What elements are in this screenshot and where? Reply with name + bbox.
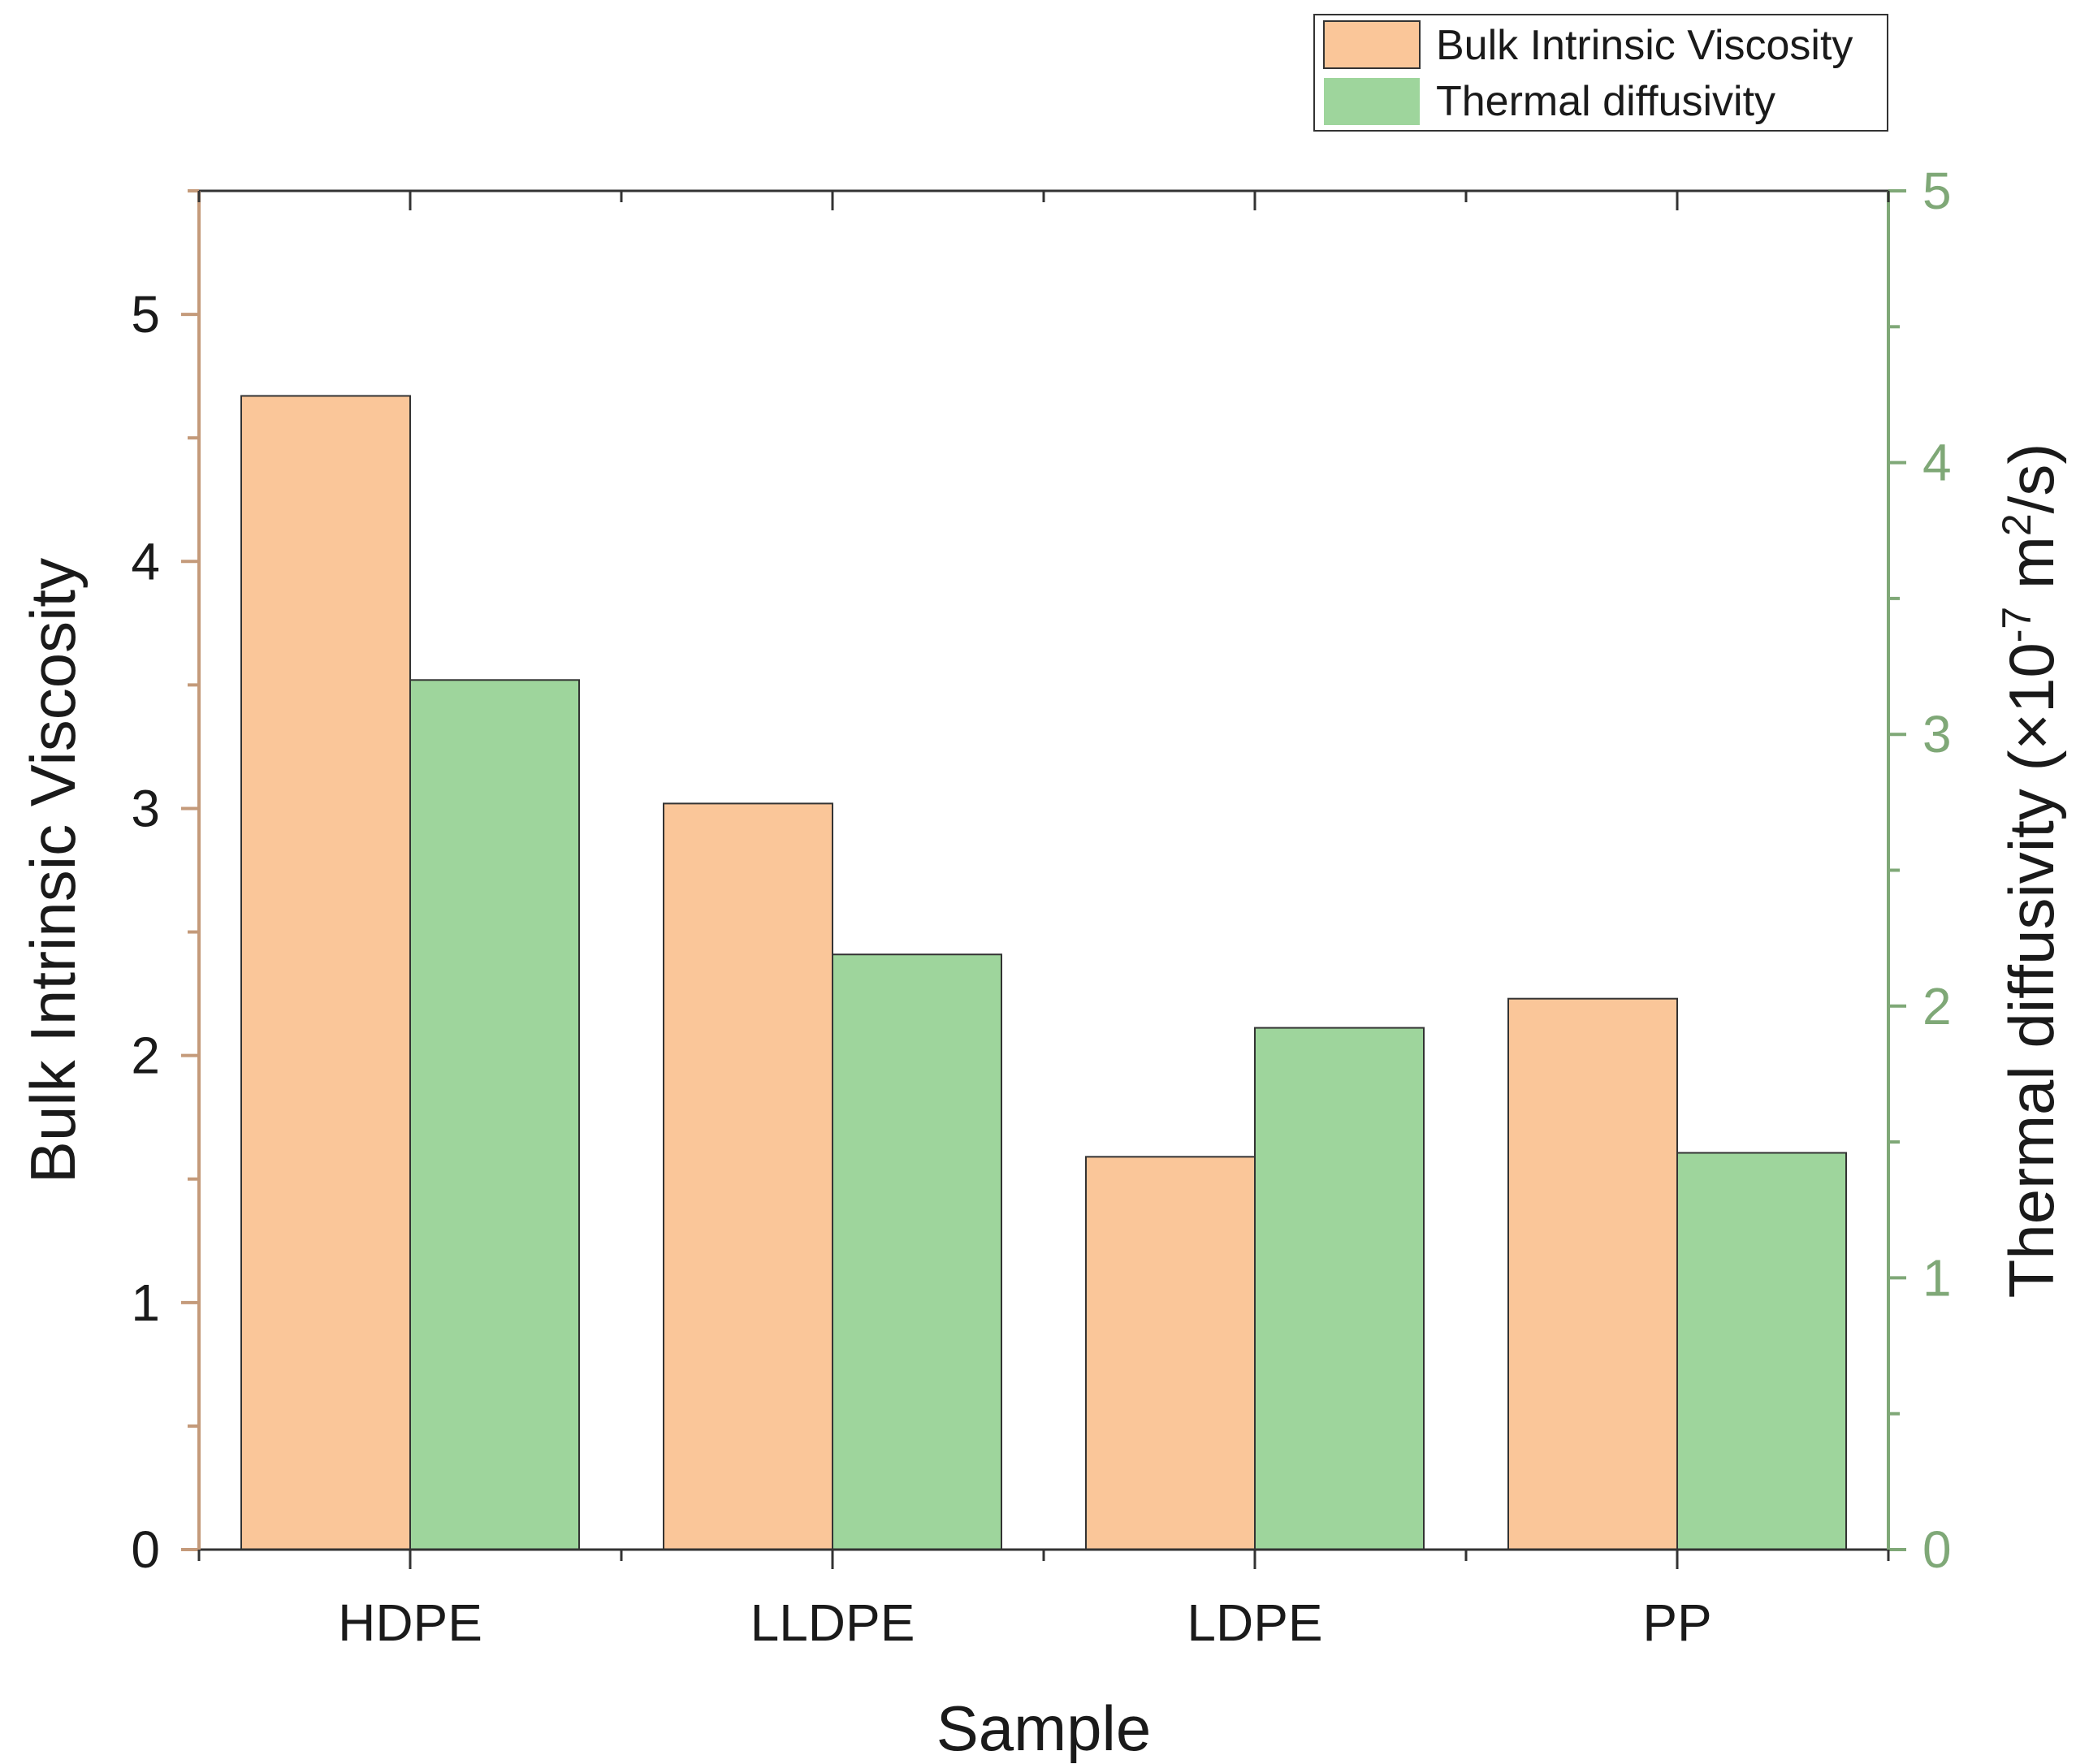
bar-bulk-intrinsic-viscosity-hdpe <box>240 395 411 1550</box>
bar-bulk-intrinsic-viscosity-ldpe <box>1085 1156 1256 1551</box>
left-tick-label: 5 <box>131 285 160 344</box>
legend-label-diffusivity: Thermal diffusivity <box>1436 78 1775 125</box>
x-tick-label-hdpe: HDPE <box>338 1593 482 1652</box>
left-tick-label: 3 <box>131 779 160 837</box>
legend-label-viscosity: Bulk Intrinsic Viscosity <box>1436 22 1853 69</box>
x-tick-label-pp: PP <box>1642 1593 1711 1652</box>
left-tick-label: 4 <box>131 532 160 590</box>
x-ticks: HDPE LLDPE LDPE PP <box>197 191 1890 1652</box>
y-right-title-main: Thermal diffusivity (×10 <box>1996 642 2067 1298</box>
right-tick-label: 0 <box>1922 1520 1952 1579</box>
x-tick-label-lldpe: LLDPE <box>750 1593 915 1652</box>
left-tick-label: 0 <box>131 1520 160 1579</box>
left-ticks: 0 1 2 3 4 5 <box>131 189 199 1579</box>
bar-thermal-diffusivity-hdpe <box>409 679 580 1550</box>
right-tick-label: 1 <box>1922 1248 1952 1307</box>
legend: Bulk Intrinsic Viscosity Thermal diffusi… <box>1313 14 1888 132</box>
right-tick-label: 3 <box>1922 705 1952 763</box>
bar-bulk-intrinsic-viscosity-pp <box>1507 997 1678 1550</box>
bars <box>240 395 1847 1551</box>
right-tick-label: 2 <box>1922 977 1952 1035</box>
right-tick-label: 5 <box>1922 162 1952 220</box>
y-right-title-end: /s) <box>1996 443 2067 514</box>
y-right-title-exp2: 2 <box>1994 513 2039 536</box>
y-right-title-exp1: -7 <box>1994 607 2039 642</box>
left-tick-label: 1 <box>131 1273 160 1332</box>
bar-thermal-diffusivity-pp <box>1676 1152 1847 1550</box>
right-ticks: 0 1 2 3 4 5 <box>1888 162 1952 1579</box>
x-axis-title: Sample <box>936 1693 1151 1764</box>
x-tick-label-ldpe: LDPE <box>1187 1593 1322 1652</box>
bar-thermal-diffusivity-ldpe <box>1254 1027 1425 1550</box>
y-left-axis-title: Bulk Intrinsic Viscosity <box>17 558 89 1183</box>
y-right-axis-title: Thermal diffusivity (×10-7 m2/s) <box>1994 443 2067 1299</box>
left-tick-label: 2 <box>131 1027 160 1085</box>
legend-swatch-viscosity <box>1323 20 1421 69</box>
y-right-title-mid: m <box>1996 536 2067 607</box>
bar-thermal-diffusivity-lldpe <box>832 953 1002 1550</box>
legend-swatch-diffusivity <box>1324 78 1420 125</box>
right-tick-label: 4 <box>1922 434 1952 492</box>
bar-bulk-intrinsic-viscosity-lldpe <box>663 802 833 1550</box>
